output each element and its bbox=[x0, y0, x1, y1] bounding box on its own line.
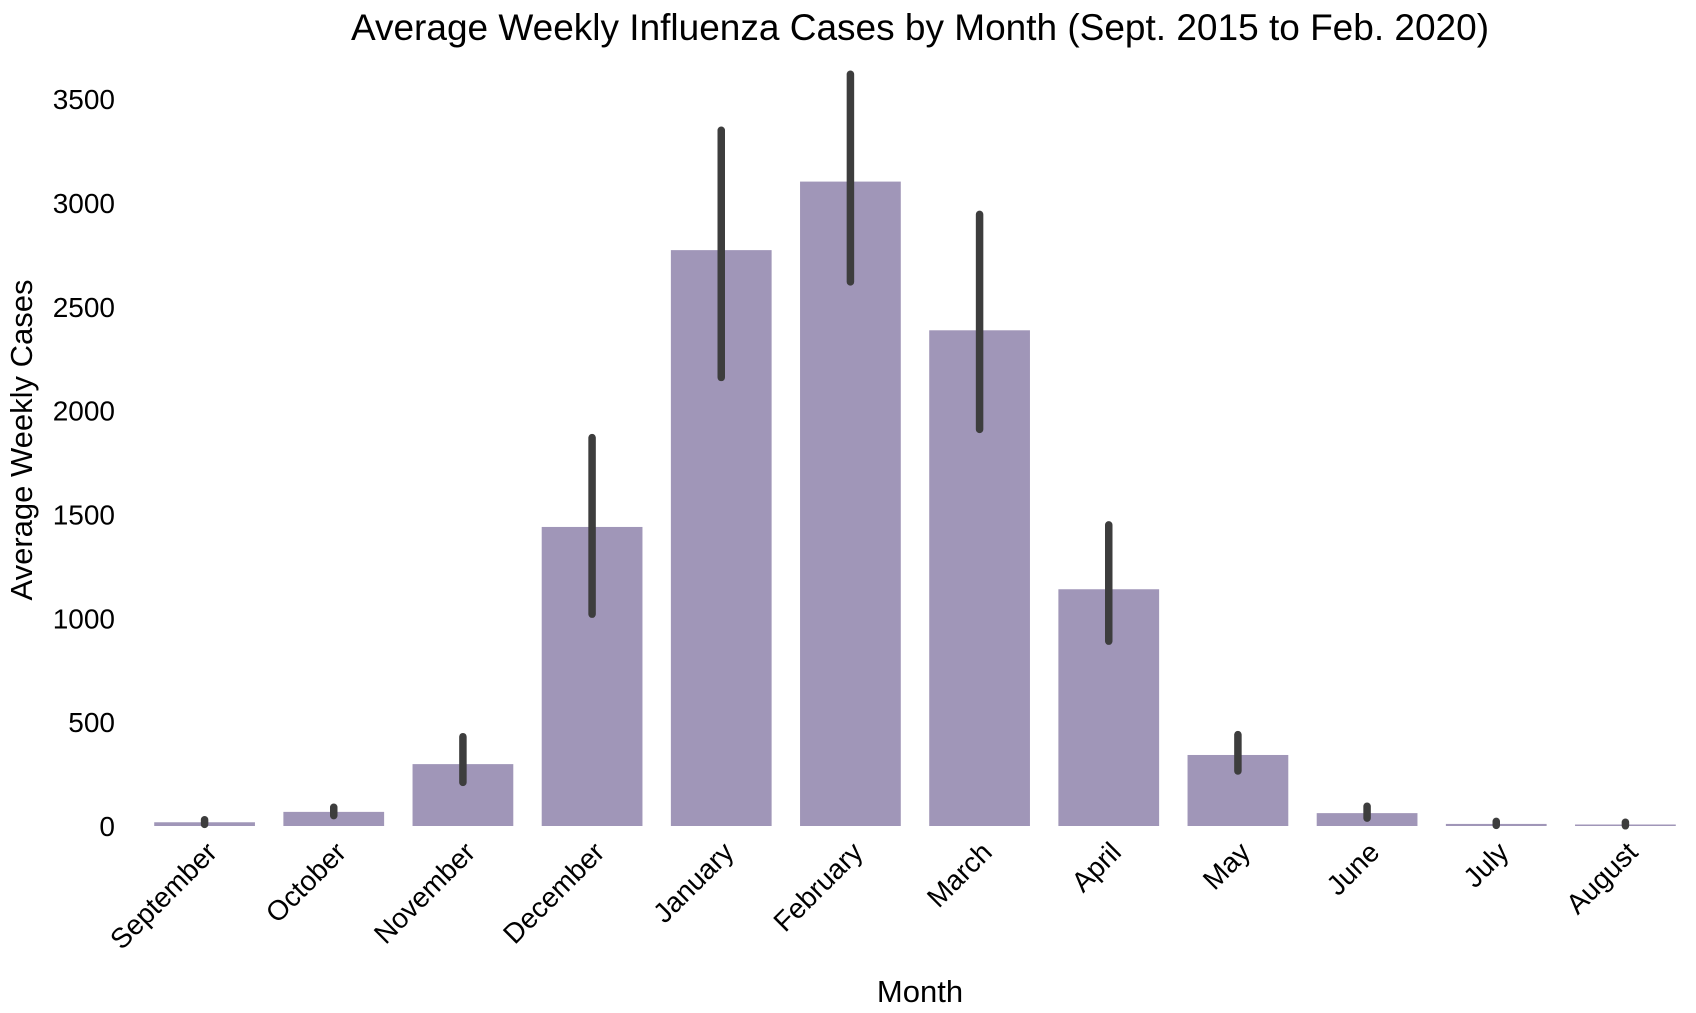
x-tick-label: October bbox=[260, 836, 352, 928]
x-tick-label: July bbox=[1457, 836, 1514, 893]
error-bars-group bbox=[200, 70, 1630, 830]
x-tick-label: May bbox=[1197, 836, 1256, 895]
chart-title: Average Weekly Influenza Cases by Month … bbox=[351, 7, 1489, 48]
x-tick-label: January bbox=[647, 836, 739, 928]
x-tick-label: March bbox=[921, 836, 998, 913]
y-tick-label: 2500 bbox=[53, 292, 115, 323]
bar-february bbox=[800, 181, 901, 826]
x-tick-label: April bbox=[1065, 836, 1127, 898]
x-tick-label: February bbox=[768, 836, 869, 937]
bars-group bbox=[154, 181, 1676, 826]
x-tick-label: September bbox=[104, 836, 223, 955]
y-tick-label: 0 bbox=[99, 811, 115, 842]
y-axis-ticks: 0 500 1000 1500 2000 2500 3000 3500 bbox=[53, 84, 115, 842]
y-tick-label: 3500 bbox=[53, 84, 115, 115]
x-tick-label: June bbox=[1320, 836, 1385, 901]
x-tick-label: November bbox=[368, 836, 481, 949]
y-axis-title: Average Weekly Cases bbox=[4, 279, 39, 600]
y-tick-label: 1000 bbox=[53, 603, 115, 634]
y-tick-label: 500 bbox=[68, 707, 115, 738]
y-tick-label: 1500 bbox=[53, 499, 115, 530]
x-axis-title: Month bbox=[877, 974, 963, 1009]
x-tick-label: August bbox=[1560, 836, 1644, 920]
y-tick-label: 3000 bbox=[53, 188, 115, 219]
y-tick-label: 2000 bbox=[53, 396, 115, 427]
x-tick-label: December bbox=[497, 836, 610, 949]
x-axis-ticks: September October November December January F… bbox=[104, 836, 1644, 955]
